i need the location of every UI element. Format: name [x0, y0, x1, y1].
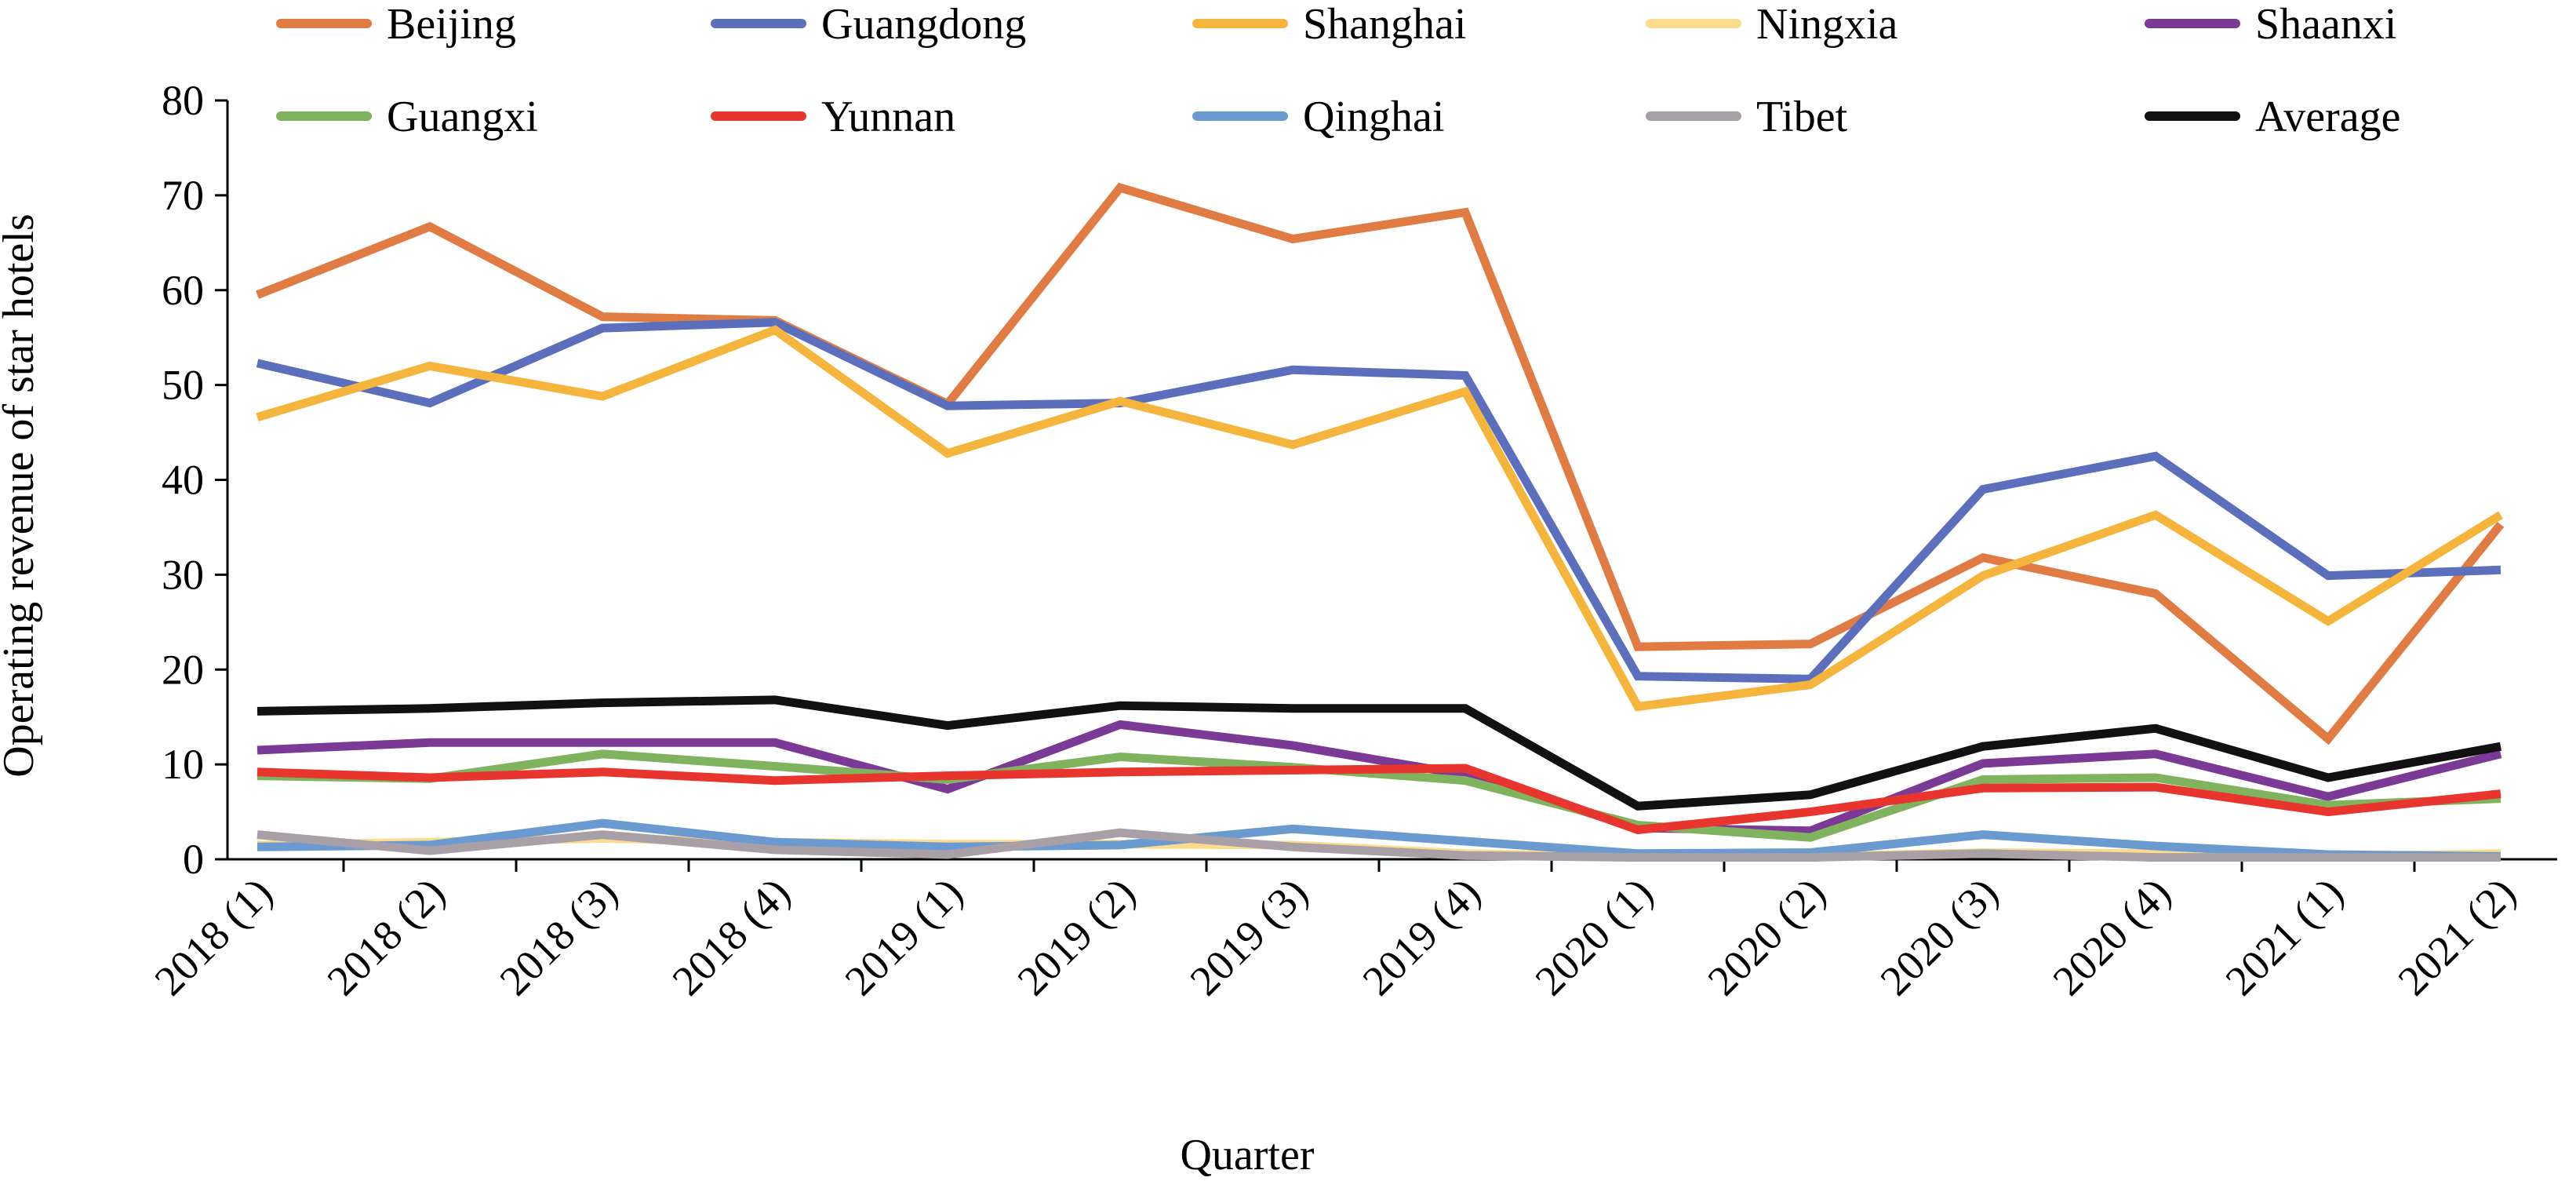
legend-item-average: Average [2145, 93, 2401, 141]
series-line-shaanxi [257, 720, 2502, 836]
legend-item-qinghai: Qinghai [1192, 93, 1444, 141]
y-tick-label: 80 [162, 77, 204, 124]
y-tick-label: 50 [162, 362, 204, 409]
x-tick-label: 2018 (1) [146, 869, 282, 1004]
legend-label: Beijing [387, 0, 516, 49]
series-line-guangxi [257, 749, 2501, 842]
legend-label: Qinghai [1303, 93, 1444, 141]
y-axis: 0 10 20 30 40 50 60 70 80 [162, 77, 229, 883]
legend-item-tibet: Tibet [1646, 93, 1848, 141]
legend-item-shaanxi: Shaanxi [2145, 0, 2396, 49]
legend-item-guangxi: Guangxi [276, 93, 538, 141]
x-tick-label: 2020 (3) [1872, 869, 2007, 1004]
y-tick-label: 30 [162, 551, 204, 598]
legend-label: Guangdong [821, 0, 1026, 49]
x-tick-label: 2019 (2) [1009, 869, 1144, 1004]
legend-item-shanghai: Shanghai [1192, 0, 1466, 49]
y-tick-label: 70 [162, 172, 204, 219]
legend-label: Shanghai [1303, 0, 1466, 49]
x-tick-label: 2021 (1) [2217, 869, 2352, 1004]
series-lines [255, 182, 2505, 862]
x-tick-label: 2020 (2) [1699, 869, 1835, 1004]
x-tick-label: 2019 (4) [1354, 869, 1490, 1004]
x-tick-label: 2018 (4) [664, 869, 799, 1004]
y-tick-label: 20 [162, 646, 204, 693]
x-axis: 2018 (1) 2018 (2) 2018 (3) 2018 (4) 2019 (1)… [146, 858, 2557, 1004]
series-line-qinghai [257, 818, 2501, 861]
legend-label: Tibet [1756, 93, 1848, 141]
x-tick-label: 2019 (1) [836, 869, 972, 1004]
y-tick-label: 60 [162, 267, 204, 314]
x-tick-label: 2021 (2) [2389, 869, 2525, 1004]
series-line-shanghai [256, 325, 2503, 712]
y-tick-label: 10 [162, 741, 204, 788]
series-line-guangdong [256, 318, 2501, 683]
legend-label: Ningxia [1756, 0, 1898, 49]
legend-label: Guangxi [387, 93, 538, 141]
x-tick-label: 2019 (3) [1181, 869, 1317, 1004]
x-tick-label: 2020 (4) [2044, 869, 2180, 1004]
legend-item-beijing: Beijing [276, 0, 516, 49]
legend-item-ningxia: Ningxia [1646, 0, 1898, 49]
y-tick-label: 40 [162, 457, 204, 504]
legend-label: Average [2255, 93, 2401, 141]
y-axis-title: Operating revenue of star hotels [0, 213, 43, 777]
legend-item-guangdong: Guangdong [711, 0, 1026, 49]
legend-label: Yunnan [821, 93, 955, 141]
x-axis-title: Quarter [1180, 1131, 1314, 1179]
series-line-beijing [255, 182, 2505, 745]
y-tick-label: 0 [183, 836, 204, 883]
series-line-average [257, 695, 2501, 811]
series-line-yunnan [257, 764, 2501, 835]
x-tick-label: 2020 (1) [1526, 869, 1662, 1004]
legend-item-yunnan: Yunnan [711, 93, 955, 141]
series-line-tibet [257, 828, 2501, 862]
legend-label: Shaanxi [2255, 0, 2396, 49]
x-tick-label: 2018 (2) [318, 869, 454, 1004]
x-tick-label: 2018 (3) [491, 869, 627, 1004]
legend: Beijing Guangdong Shanghai Ningxia Shaanxi Gu… [276, 0, 2401, 141]
